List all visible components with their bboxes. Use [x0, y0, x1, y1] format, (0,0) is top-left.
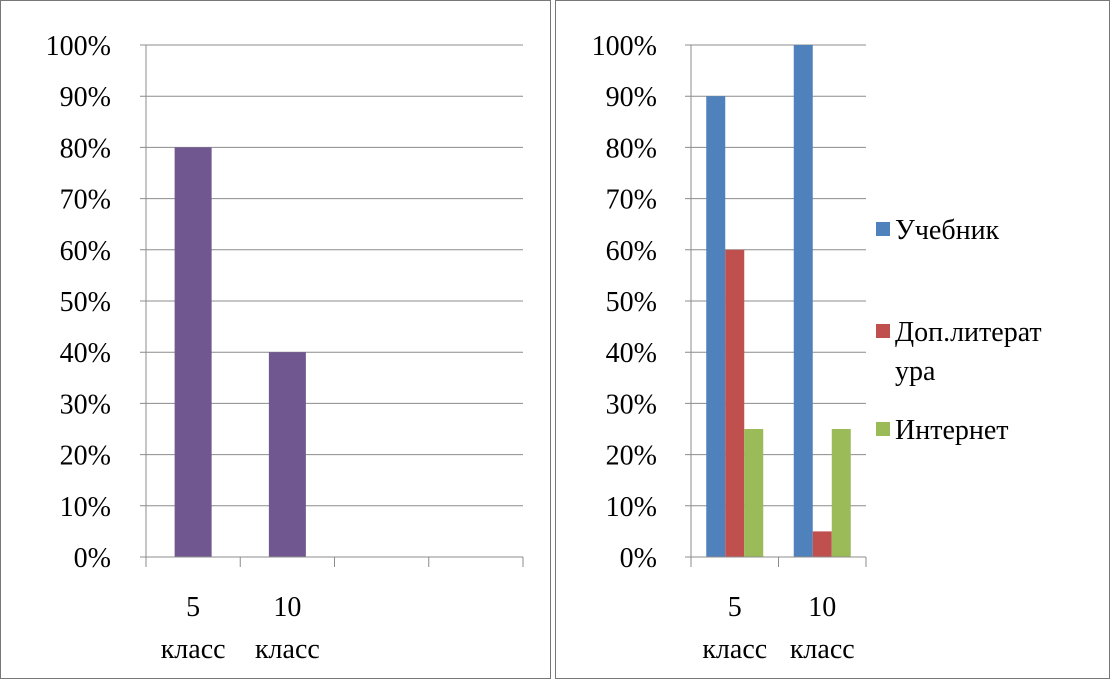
right-category-label: 10 [808, 592, 836, 623]
left-y-tick-label: 20% [60, 441, 111, 472]
right-legend-label: ура [895, 356, 936, 387]
left-category-label: 10 [273, 592, 301, 623]
left-category-label: 5 [186, 592, 200, 623]
right-bar [744, 429, 764, 557]
left-category-label: класс [255, 634, 320, 665]
right-bar [725, 249, 745, 558]
left-category-label: класс [161, 634, 226, 665]
right-legend-swatch [876, 222, 890, 236]
left-y-tick-label: 100% [46, 31, 111, 62]
right-bar [793, 45, 813, 557]
right-y-tick-label: 40% [606, 338, 657, 369]
right-y-tick-label: 50% [606, 287, 657, 318]
chart-right-frame: 0% 10% 20% 30% 40% 50% 60% 70% 80% 90% 100% 5 класс 1… [555, 0, 1110, 679]
right-bar [812, 531, 832, 557]
right-y-tick-label: 80% [606, 133, 657, 164]
right-legend-label: Учебник [895, 215, 1000, 246]
left-y-tick-label: 30% [60, 389, 111, 420]
left-y-tick-label: 0% [74, 543, 111, 574]
right-y-tick-label: 20% [606, 441, 657, 472]
right-category-label: 5 [728, 592, 742, 623]
right-y-tick-label: 0% [620, 543, 657, 574]
right-y-tick-label: 70% [606, 185, 657, 216]
left-y-tick-label: 60% [60, 236, 111, 267]
left-y-tick-label: 80% [60, 133, 111, 164]
left-y-tick-label: 10% [60, 492, 111, 523]
right-legend-swatch [876, 324, 890, 338]
right-category-label: класс [702, 634, 767, 665]
chart-left-frame: 0% 10% 20% 30% 40% 50% 60% 70% 80% 90% 100% 5 класс 1… [0, 0, 551, 679]
left-y-tick-label: 40% [60, 338, 111, 369]
right-y-tick-label: 30% [606, 389, 657, 420]
left-y-tick-label: 90% [60, 82, 111, 113]
right-category-label: класс [790, 634, 855, 665]
left-y-tick-label: 70% [60, 185, 111, 216]
right-bar [831, 429, 851, 557]
left-bar [268, 352, 306, 557]
right-legend-swatch [876, 422, 890, 436]
chart-left: 0% 10% 20% 30% 40% 50% 60% 70% 80% 90% 100% 5 класс 1… [46, 31, 524, 665]
right-legend-label: Доп.литерат [895, 317, 1042, 348]
right-legend-label: Интернет [895, 415, 1009, 446]
right-y-tick-label: 10% [606, 492, 657, 523]
right-y-tick-label: 100% [592, 31, 657, 62]
right-y-tick-label: 60% [606, 236, 657, 267]
right-bar [706, 96, 726, 557]
left-bar [174, 147, 212, 557]
right-y-tick-label: 90% [606, 82, 657, 113]
chart-right: 0% 10% 20% 30% 40% 50% 60% 70% 80% 90% 100% 5 класс 1… [592, 31, 1042, 665]
left-y-tick-label: 50% [60, 287, 111, 318]
